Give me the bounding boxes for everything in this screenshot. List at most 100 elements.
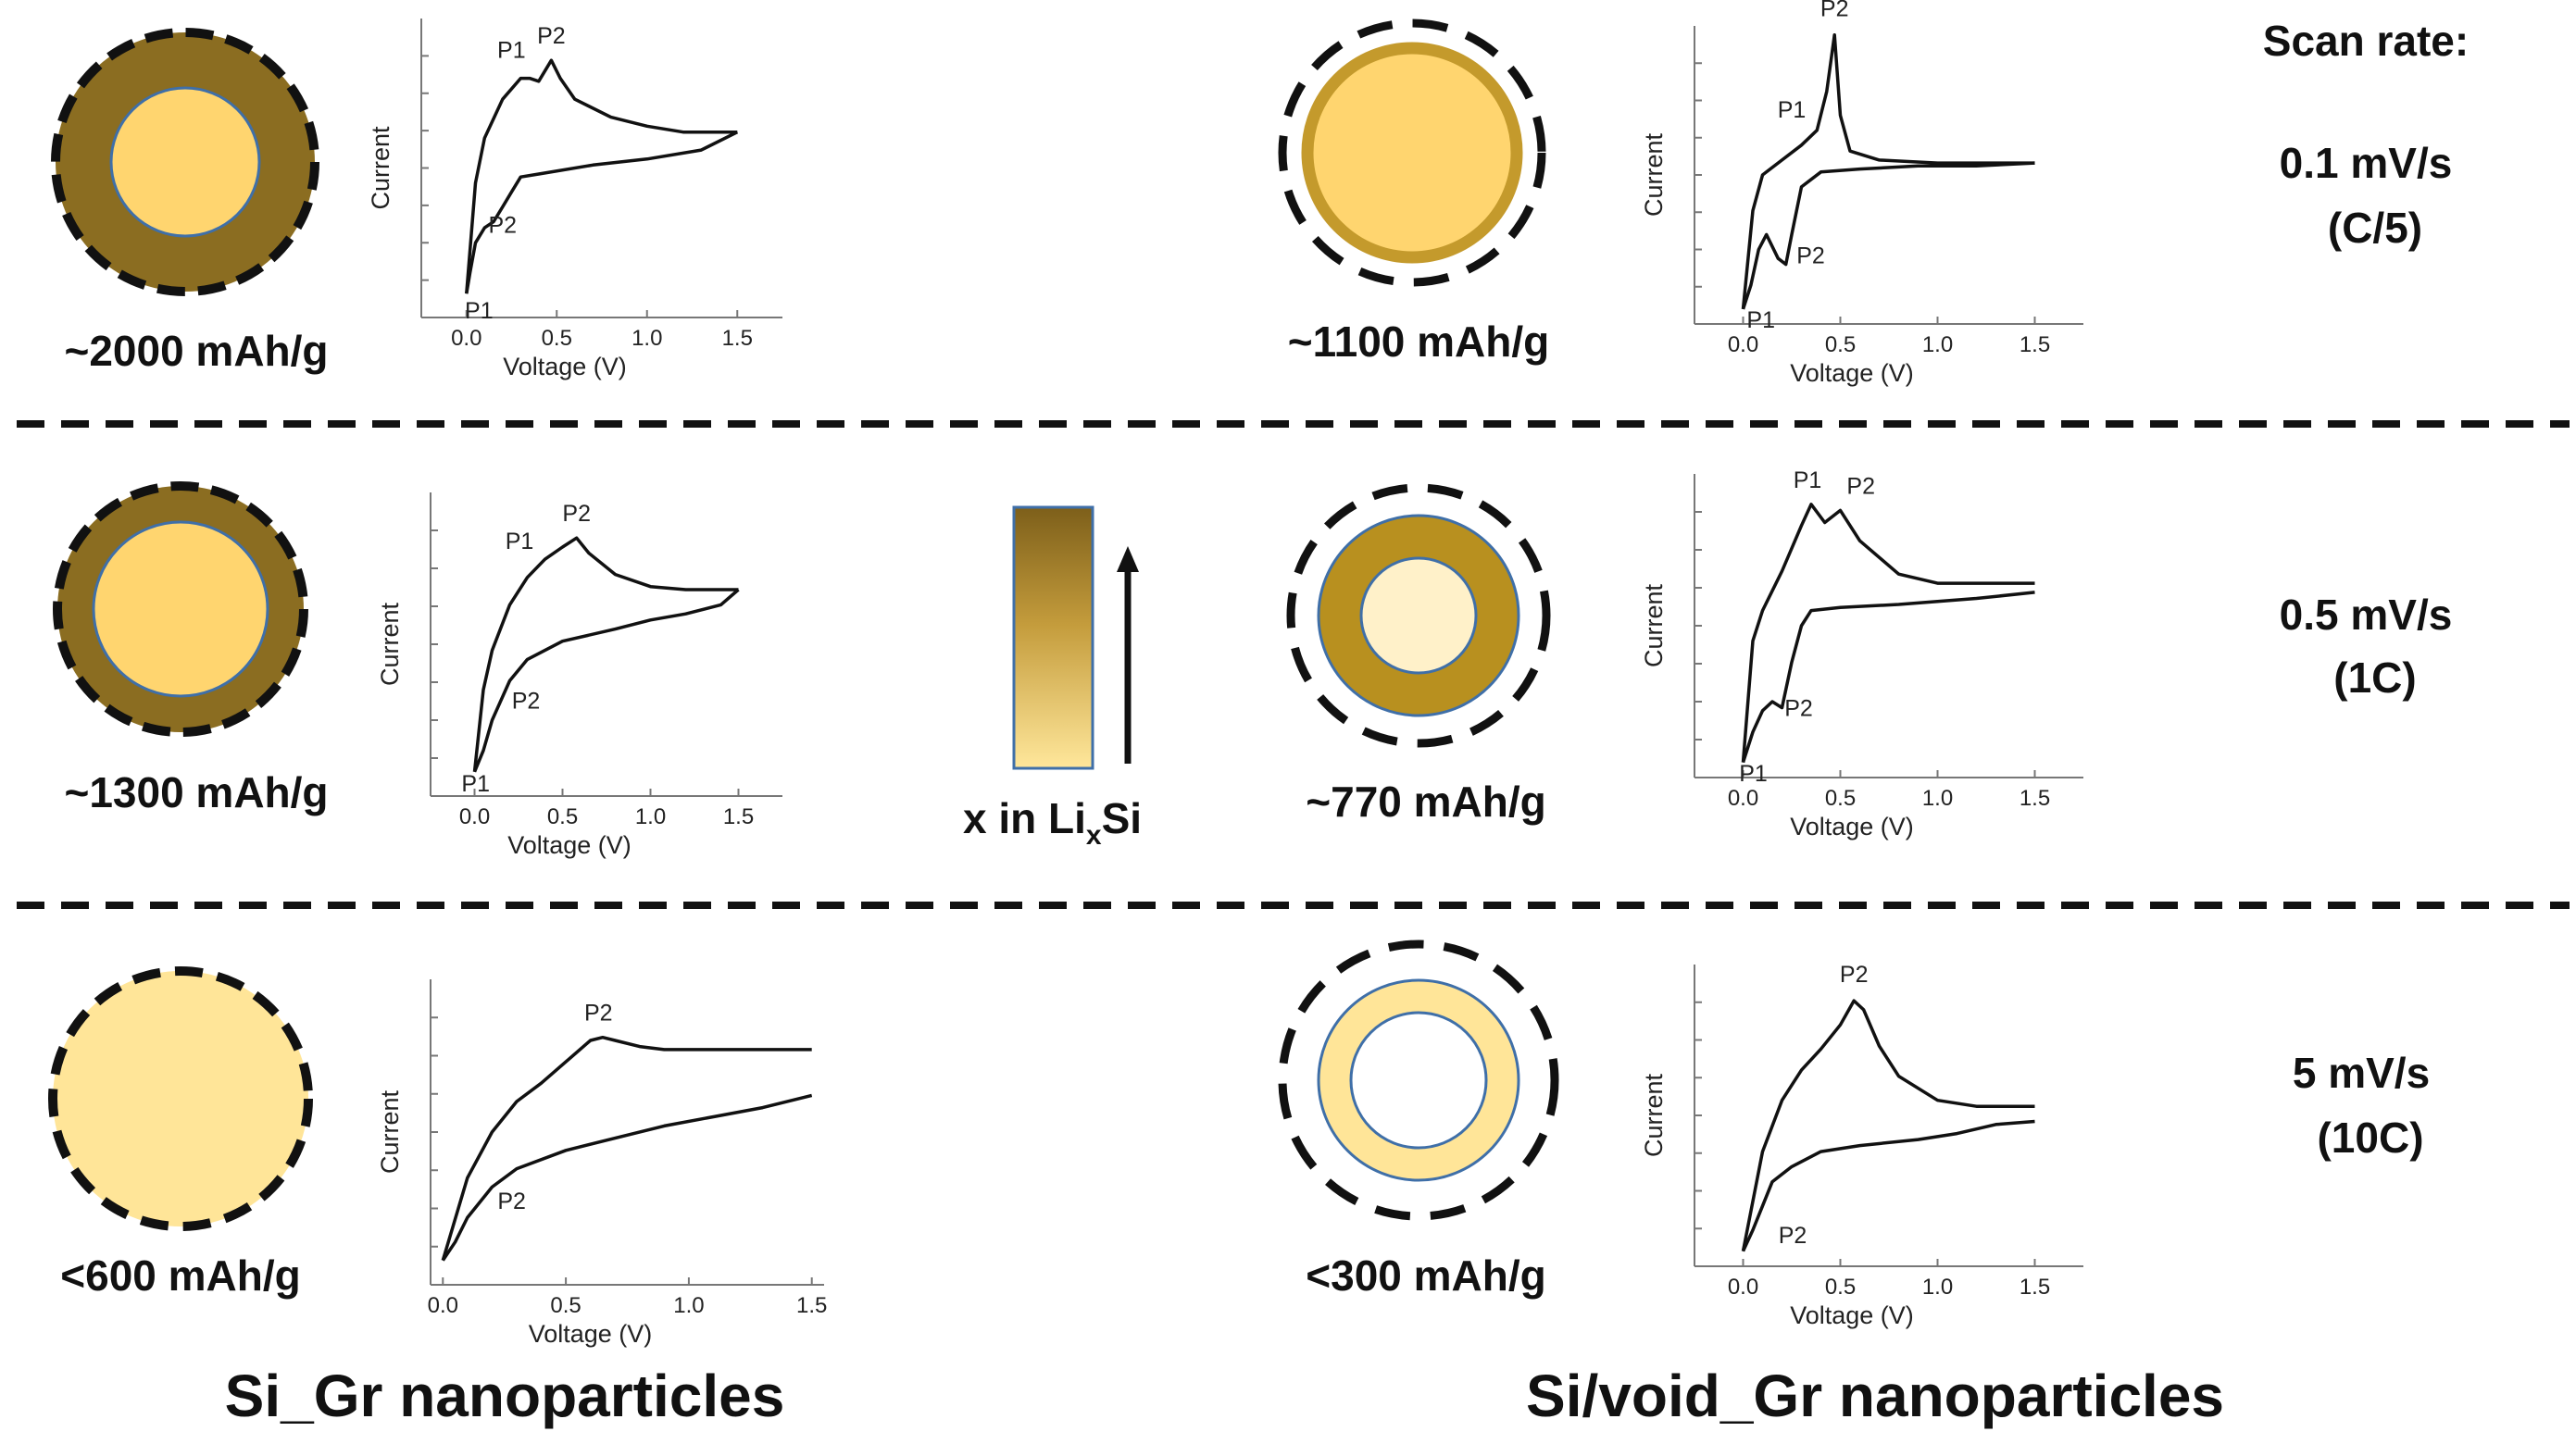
peak-label: P2 [562,501,591,527]
x-tick-label: 1.5 [2020,1275,2050,1300]
peak-label: P1 [1746,307,1775,333]
peak-label: P1 [461,771,490,797]
peak-label: P2 [537,23,566,49]
peak-label: P2 [1840,962,1869,988]
scan-rate-value: 0.1 mV/s [2280,139,2453,187]
cv-curve-anodic [441,1035,812,1262]
scan-rate-header: Scan rate: [2263,17,2469,65]
scan-rate-value: 5 mV/s [2293,1049,2430,1097]
x-tick-label: 0.0 [428,1293,458,1318]
si-void-gr-particle-row1 [1278,19,1546,287]
x-tick-label: 0.5 [1825,786,1856,811]
cv-chart-row1-left: 0.0 0.5 1.0 1.5 Voltage (V) Current P1 P2 P2 P1 [376,492,782,859]
x-tick-label: 1.0 [1922,1275,1953,1300]
x-tick-label: 0.0 [459,804,490,829]
x-axis-label: Voltage (V) [529,1320,653,1348]
cv-curve-anodic [1741,999,2035,1252]
cv-chart-row2-right: 0.0 0.5 1.0 1.5 Voltage (V) Current P1 P2 P2 P1 [1640,467,2083,840]
si-gr-particle-row1 [51,28,319,296]
cv-curve-anodic [1741,32,2035,310]
cv-curve-cathodic [1741,1119,2035,1252]
cv-chart-row3-right: 0.0 0.5 1.0 1.5 Voltage (V) Current P2 P2 [1640,962,2083,1329]
x-tick-label: 0.0 [1728,1275,1758,1300]
capacity-label: ~1300 mAh/g [64,768,328,816]
x-tick-label: 1.5 [2020,786,2050,811]
x-tick-label: 1.0 [673,1293,704,1318]
peak-label: P1 [1739,761,1768,787]
c-rate-value: (10C) [2317,1114,2423,1162]
x-tick-label: 1.0 [1922,786,1953,811]
x-tick-label: 0.5 [547,804,578,829]
x-axis-label: Voltage (V) [507,831,631,859]
c-rate-value: (C/5) [2328,204,2422,252]
x-tick-label: 1.0 [635,804,666,829]
arrow-head-icon [1117,546,1139,572]
capacity-label: <300 mAh/g [1306,1251,1546,1300]
y-axis-label: Current [1640,1073,1668,1157]
x-tick-label: 1.5 [723,804,754,829]
peak-label: P2 [497,1189,526,1214]
x-tick-label: 1.5 [796,1293,827,1318]
x-tick-label: 1.0 [1922,332,1953,357]
peak-label: P1 [1778,97,1807,123]
cv-chart-row3-left: 0.0 0.5 1.0 1.5 Voltage (V) Current P2 P2 [376,979,827,1348]
si-void-gr-particle-row3 [1278,940,1559,1221]
peak-label: P1 [1794,467,1822,493]
lixsi-label: x in LixSi [963,794,1142,851]
cv-curve-cathodic [1741,161,2035,310]
left-panel-title: Si_Gr nanoparticles [225,1363,785,1429]
capacity-label: ~770 mAh/g [1306,778,1546,826]
x-tick-label: 0.0 [451,326,481,351]
row-1: ~2000 mAh/g 0.0 0.5 1.0 1.5 Voltage (V) Curre… [51,0,2469,387]
cv-curve-cathodic [441,1093,813,1262]
peak-label: P2 [1784,695,1813,721]
peak-label: P1 [465,298,494,324]
y-axis-label: Current [1640,583,1668,667]
row-3: <600 mAh/g 0.0 0.5 1.0 1.5 Voltage (V) Curren… [48,940,2430,1348]
x-axis-label: Voltage (V) [1790,359,1914,387]
peak-label: P2 [512,688,541,714]
peak-label: P2 [1779,1223,1807,1249]
lixsi-gradient-bar [1012,505,1094,770]
si-gr-particle-row3 [48,966,313,1231]
x-tick-label: 0.5 [1825,1275,1856,1300]
cv-curve-anodic [1741,503,2035,763]
cv-curve-cathodic [472,588,740,773]
capacity-label: ~1100 mAh/g [1288,317,1550,366]
peak-label: P2 [488,212,517,238]
x-tick-label: 0.0 [1728,332,1758,357]
right-panel-title: Si/void_Gr nanoparticles [1526,1363,2224,1429]
peak-label: P2 [584,1001,613,1027]
x-tick-label: 1.0 [631,326,662,351]
x-tick-label: 0.5 [550,1293,581,1318]
peak-label: P1 [506,529,534,554]
y-axis-label: Current [376,602,404,686]
peak-label: P1 [497,38,526,64]
row-2: ~1300 mAh/g 0.0 0.5 1.0 1.5 Voltage (V) Curre… [53,467,2453,859]
x-tick-label: 0.0 [1728,786,1758,811]
x-axis-label: Voltage (V) [1790,1301,1914,1329]
y-axis-label: Current [367,126,394,210]
cv-curve-anodic [465,58,738,294]
x-tick-label: 1.5 [722,326,753,351]
y-axis-label: Current [1640,132,1668,217]
si-gr-particle-row2 [53,481,308,737]
cv-chart-row1-right: 0.0 0.5 1.0 1.5 Voltage (V) Current P2 P1 P2 P1 [1640,0,2083,387]
cv-curve-cathodic [465,131,739,294]
cv-chart-row1-left: 0.0 0.5 1.0 1.5 Voltage (V) Current P1 P2 P2 P1 [367,19,782,380]
x-axis-label: Voltage (V) [1790,813,1914,840]
si-void-gr-particle-row2 [1286,483,1551,748]
x-tick-label: 0.5 [1825,332,1856,357]
cv-curve-cathodic [1741,591,2035,764]
capacity-label: <600 mAh/g [60,1251,301,1300]
scan-rate-value: 0.5 mV/s [2280,591,2453,639]
x-tick-label: 1.5 [2020,332,2050,357]
y-axis-label: Current [376,1089,404,1174]
peak-label: P2 [1820,0,1849,22]
peak-label: P2 [1796,243,1825,268]
x-tick-label: 0.5 [542,326,572,351]
lixsi-legend: x in LixSi [963,505,1142,851]
peak-label: P2 [1846,473,1875,499]
capacity-label: ~2000 mAh/g [64,327,328,375]
